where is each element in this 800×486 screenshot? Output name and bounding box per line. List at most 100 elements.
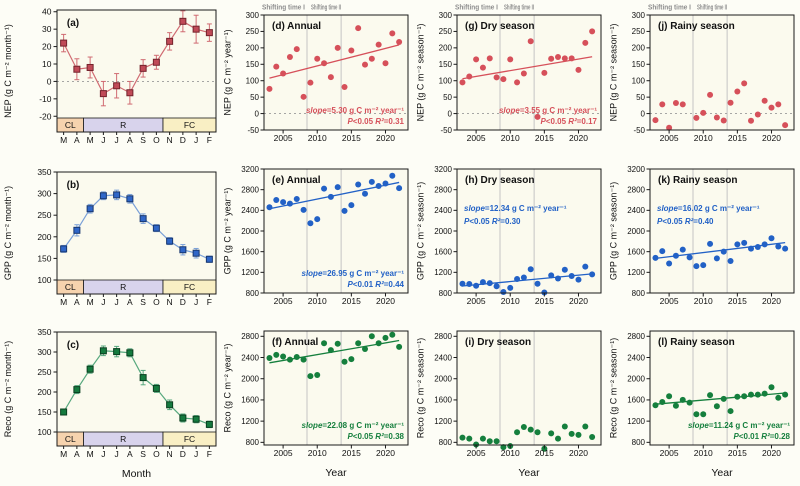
data-point — [561, 423, 568, 430]
data-point — [396, 343, 403, 350]
panel-l-reco-rainy: 800 1200 1600 2000 2400 2800 2005 2010 2015 2020 R… — [607, 324, 800, 486]
data-point — [466, 280, 473, 287]
season-band-label: FC — [184, 120, 195, 130]
data-point — [479, 64, 486, 71]
data-point — [205, 420, 213, 428]
x-axis-label: Year — [325, 467, 347, 479]
y-tick-label: 50 — [443, 93, 452, 102]
data-point — [341, 358, 348, 365]
data-point — [693, 263, 700, 270]
x-tick-label: A — [74, 297, 80, 307]
axis-frame — [456, 14, 602, 131]
data-point — [679, 246, 686, 253]
y-tick-label: 3200 — [434, 165, 452, 174]
data-point — [60, 39, 68, 47]
data-point — [293, 353, 300, 360]
data-point — [666, 260, 673, 267]
x-tick-label: M — [87, 449, 94, 459]
y-tick-label: 2400 — [627, 206, 645, 215]
y-tick-label: 2800 — [434, 332, 452, 341]
chart-e: 800 1200 1600 2000 2400 2800 3200 2005 2010 2015 2… — [223, 165, 409, 306]
data-point — [741, 80, 748, 87]
y-tick-label: 1200 — [434, 417, 452, 426]
data-point — [307, 220, 314, 227]
y-tick-label: 100 — [37, 427, 51, 437]
data-point — [280, 353, 287, 360]
chart-g: -50 0 50 100 150 200 250 300 2005 2010 2015 2020 NEP… — [416, 5, 602, 143]
y-tick-label: 50 — [636, 93, 645, 102]
stats-significance: P<0.05 R²=0.30 — [464, 217, 521, 226]
data-point — [500, 76, 507, 83]
x-tick-label: 2010 — [308, 448, 327, 458]
data-point — [713, 255, 720, 262]
data-point — [334, 184, 341, 191]
data-point — [479, 279, 486, 286]
data-point — [582, 39, 589, 46]
data-point — [775, 394, 782, 401]
x-tick-label: 2005 — [660, 133, 679, 143]
data-point — [568, 55, 575, 62]
data-point — [493, 438, 500, 445]
data-point — [375, 183, 382, 190]
y-tick-label: 350 — [37, 167, 51, 177]
x-axis-label: Month — [122, 468, 151, 480]
panel-k-gpp-rainy: 800 1200 1600 2000 2400 2800 3200 2005 2010 2015 2… — [607, 162, 800, 324]
x-tick-label: 2015 — [728, 296, 747, 306]
data-point — [548, 430, 555, 437]
x-tick-label: 2020 — [762, 133, 781, 143]
data-point — [727, 99, 734, 106]
data-point — [280, 199, 287, 206]
data-point — [500, 288, 507, 295]
y-tick-label: 1200 — [434, 268, 452, 277]
data-point — [348, 356, 355, 363]
x-tick-label: N — [167, 297, 173, 307]
axis-frame — [456, 330, 602, 446]
data-point — [748, 117, 755, 124]
data-point — [768, 235, 775, 242]
y-tick-label: 100 — [37, 275, 51, 285]
x-tick-label: A — [127, 297, 133, 307]
panel-h-gpp-dry: 800 1200 1600 2000 2400 2800 3200 2005 2010 2015 2… — [414, 162, 607, 324]
data-point — [314, 372, 321, 379]
season-band-label: CL — [65, 282, 76, 292]
data-point — [582, 263, 589, 270]
x-tick-label: D — [180, 135, 186, 145]
data-point — [73, 226, 81, 234]
y-axis-label: Reco (g C m⁻² season⁻¹) — [416, 338, 426, 439]
y-tick-label: 2000 — [434, 227, 452, 236]
season-band-label: CL — [65, 434, 76, 444]
y-tick-label: 2000 — [241, 375, 259, 384]
x-tick-label: 2015 — [342, 448, 361, 458]
header-shifting-time-2: Shifting time II — [697, 5, 727, 12]
data-point — [659, 248, 666, 255]
data-point — [652, 254, 659, 261]
stats-significance: P<0.01 R²=0.44 — [347, 280, 404, 289]
data-point — [341, 207, 348, 214]
x-tick-label: F — [207, 297, 212, 307]
x-tick-label: N — [167, 449, 173, 459]
data-point — [679, 396, 686, 403]
data-point — [514, 79, 521, 86]
data-point — [368, 333, 375, 340]
plot-area — [57, 10, 216, 132]
x-tick-label: 2015 — [535, 296, 554, 306]
data-point — [273, 63, 280, 70]
data-point — [775, 243, 782, 250]
x-tick-label: 2020 — [376, 296, 395, 306]
data-point — [368, 55, 375, 62]
x-tick-label: F — [207, 135, 212, 145]
y-tick-label: 2800 — [627, 332, 645, 341]
data-point — [534, 429, 541, 436]
data-point — [693, 411, 700, 418]
panel-a-nep-monthly: CL R FC -20 -10 0 10 20 30 40 M A M J J A S O N D J F NEP (g C… — [0, 0, 221, 162]
data-point — [389, 30, 396, 37]
data-point — [582, 423, 589, 430]
y-tick-label: 200 — [439, 44, 453, 53]
header-shifting-time-1: Shifting time I — [648, 5, 691, 12]
data-point — [486, 55, 493, 62]
y-tick-label: 2400 — [241, 353, 259, 362]
stats-significance: P<0.05 R²=0.17 — [540, 117, 597, 126]
x-tick-label: N — [167, 135, 173, 145]
y-axis-label: GPP (g C m⁻² year⁻¹) — [223, 188, 233, 275]
data-point — [266, 355, 273, 362]
